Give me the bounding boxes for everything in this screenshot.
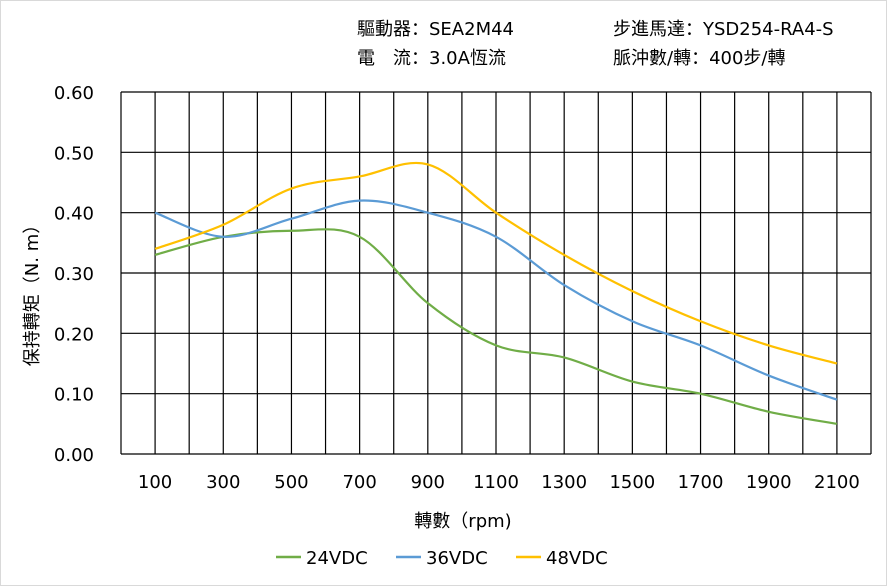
y-axis-title: 保持轉矩（N. m） [22, 216, 43, 366]
grid [120, 91, 872, 455]
legend-label: 36VDC [426, 548, 488, 569]
tick-labels: 0.00 0.10 0.20 0.30 0.40 0.50 0.60 100 300 500 700… [54, 83, 860, 493]
series-line-36VDC [154, 199, 838, 401]
x-tick-label: 1500 [609, 472, 655, 493]
y-tick-label: 0.10 [54, 385, 94, 406]
x-tick-label: 700 [342, 472, 376, 493]
x-tick-label: 1700 [678, 472, 724, 493]
x-tick-label: 2100 [814, 472, 860, 493]
y-tick-label: 0.60 [54, 83, 94, 104]
legend: 24VDC 36VDC 48VDC [276, 548, 608, 569]
y-tick-label: 0.00 [54, 445, 94, 466]
legend-label: 48VDC [546, 548, 608, 569]
series-line-48VDC [154, 161, 838, 365]
pulse-info: 脈沖數/轉：400步/轉 [613, 44, 786, 70]
motor-value: YSD254-RA4-S [703, 19, 834, 40]
x-tick-label: 100 [138, 472, 172, 493]
pulse-label: 脈沖數/轉： [613, 48, 710, 69]
y-tick-label: 0.20 [54, 324, 94, 345]
motor-label: 步進馬達： [613, 19, 703, 40]
y-tick-label: 0.30 [54, 264, 94, 285]
driver-label: 驅動器： [357, 19, 429, 40]
driver-value: SEA2M44 [429, 19, 514, 40]
y-tick-label: 0.50 [54, 143, 94, 164]
x-tick-label: 1300 [541, 472, 587, 493]
x-tick-label: 900 [411, 472, 445, 493]
current-value: 3.0A恆流 [429, 48, 506, 69]
x-tick-label: 300 [206, 472, 240, 493]
pulse-value: 400步/轉 [709, 48, 786, 69]
series-lines [154, 161, 838, 425]
current-info: 電 流：3.0A恆流 [357, 44, 506, 70]
x-axis-title: 轉數（rpm) [414, 511, 511, 532]
series-line-24VDC [154, 228, 838, 425]
x-tick-label: 500 [274, 472, 308, 493]
motor-info: 步進馬達：YSD254-RA4-S [613, 15, 834, 41]
current-label: 電 流： [357, 48, 429, 69]
y-tick-label: 0.40 [54, 204, 94, 225]
legend-label: 24VDC [306, 548, 368, 569]
x-tick-label: 1900 [746, 472, 792, 493]
x-tick-label: 1100 [473, 472, 519, 493]
driver-info: 驅動器：SEA2M44 [357, 15, 514, 41]
